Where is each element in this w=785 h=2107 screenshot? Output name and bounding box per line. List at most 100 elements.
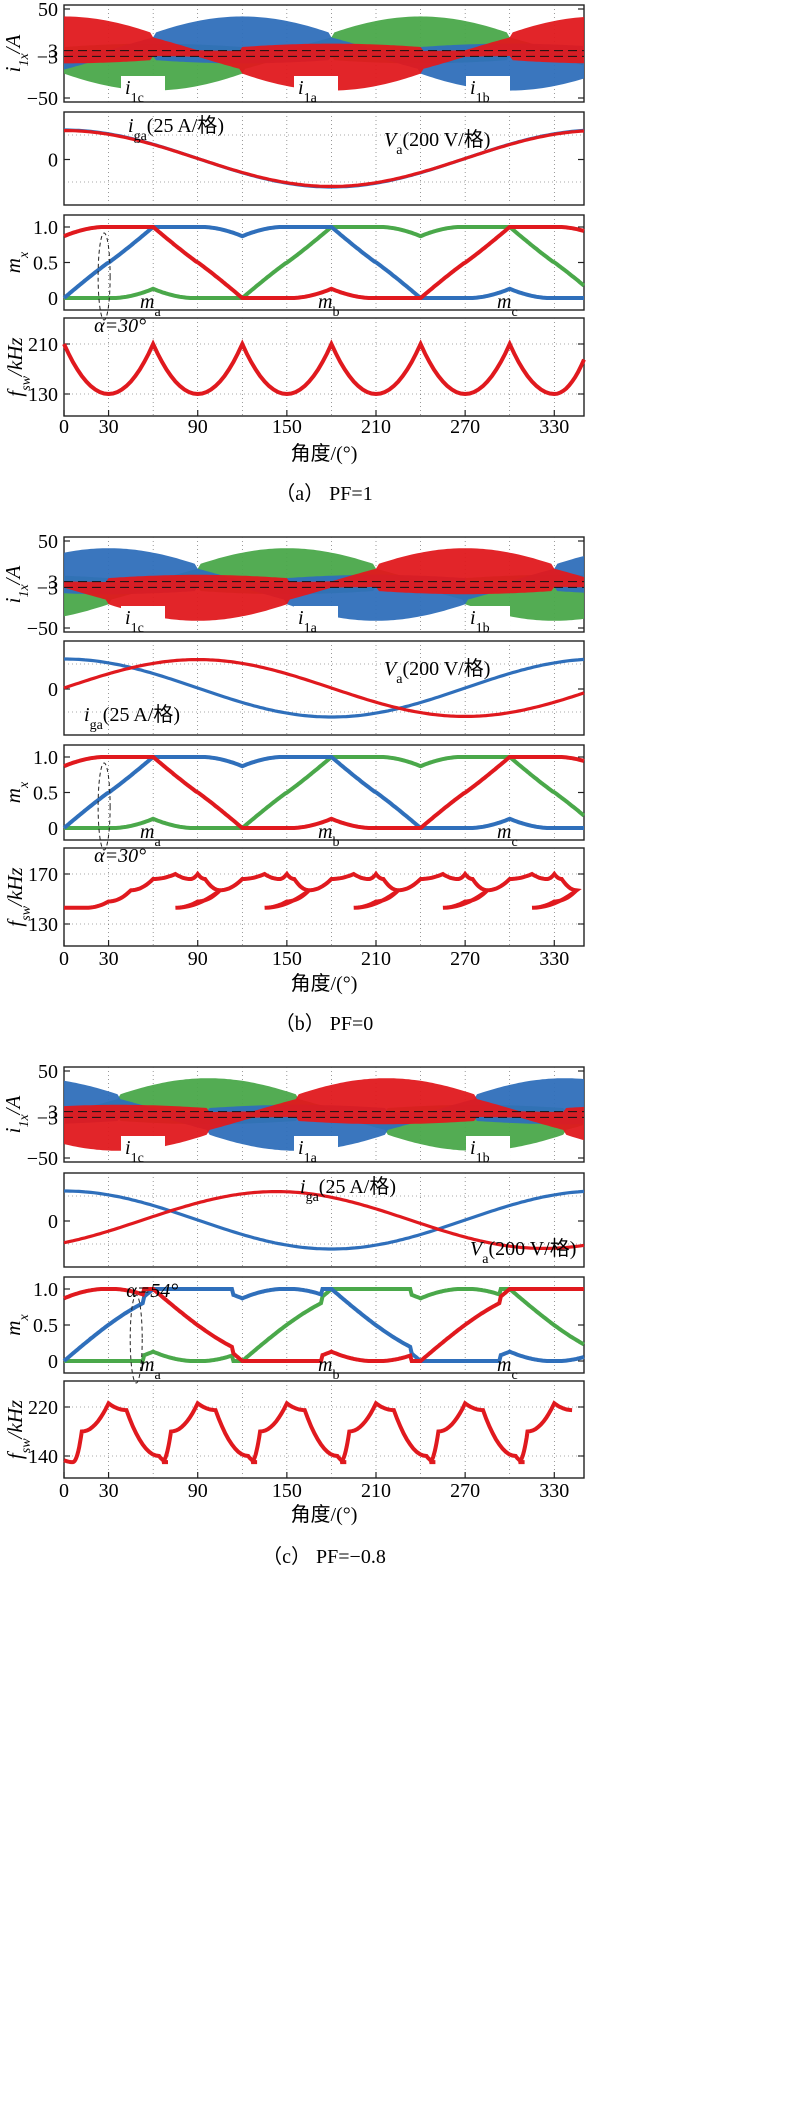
current-series-label: i1b [470,607,490,636]
fsw-panel-frame [63,317,585,417]
current-band-phase-a [64,16,584,91]
fsw-curve [63,1400,573,1465]
modulation-ytick-label: 1.0 [33,747,58,769]
waveform-current-iga [64,129,585,188]
waveform-series-label: iga(25 A/格) [128,114,224,144]
fsw-ylabel: fsw/kHz [3,867,34,926]
current-series-label: i1a [298,1137,318,1166]
figure-a: 50 3−3 −50 i1x/A i1c i1a i1b 0 iga(25 A/格) Va(200… [1,0,586,505]
fsw-ylabel: fsw/kHz [3,337,34,396]
fsw-curve [62,339,586,397]
fsw-ylabel: fsw/kHz [3,1400,34,1459]
current-ytick-label: 3 [48,41,58,63]
modulation-mc [64,755,586,830]
waveform-series-label: Va(200 V/格) [384,128,490,158]
current-series-label: i1c [125,77,144,106]
modulation-mc [64,1287,585,1363]
waveform-series-label: Va(200 V/格) [470,1237,576,1267]
modulation-series-label: mc [497,1354,518,1383]
current-ytick-label: 50 [38,0,58,21]
current-ytick-label: −3 [37,577,58,599]
modulation-series-label: mc [497,821,518,850]
x-tick-label: 330 [539,416,569,438]
fsw-ytick-label: 140 [28,1446,58,1468]
x-tick-label: 210 [361,1480,391,1502]
modulation-series-label: ma [140,291,161,320]
x-tick-label: 90 [188,416,208,438]
modulation-mb [62,225,584,300]
modulation-series-label: ma [140,1354,161,1383]
waveform-ytick-label: 0 [48,679,58,701]
current-label-bg [294,76,338,100]
modulation-series-label: mb [318,821,339,850]
fsw-panel-frame [63,1380,585,1479]
x-tick-label: 150 [272,416,302,438]
current-ylabel: i1x/A [1,34,32,72]
current-ylabel: i1x/A [1,1095,32,1133]
fsw-ytick-label: 210 [28,334,58,356]
current-series-label: i1c [125,607,144,636]
current-ytick-label: −3 [37,46,58,68]
x-tick-label: 30 [99,1480,119,1502]
modulation-series-label: mb [318,1354,339,1383]
modulation-ylabel: mx [1,251,32,273]
x-axis-label: 角度/(°) [291,1503,358,1526]
modulation-series-label: ma [140,821,161,850]
alpha-ellipse [97,232,111,321]
current-ytick-label: 3 [48,572,58,594]
current-ylabel: i1x/A [1,565,32,603]
x-tick-label: 0 [59,416,69,438]
modulation-ylabel: mx [1,781,32,803]
figure-caption: （a） PF=1 [275,482,372,505]
waveform-series-label: iga(25 A/格) [84,703,180,733]
waveform-voltage-va [64,657,585,719]
x-axis-label: 角度/(°) [291,442,358,465]
current-series-label: i1a [298,77,318,106]
modulation-ma [63,755,585,830]
modulation-ytick-label: 0.5 [33,1315,58,1337]
modulation-ytick-label: 0.5 [33,253,58,275]
modulation-mb [62,1287,585,1363]
x-tick-label: 0 [59,948,69,970]
current-series-label: i1a [298,607,318,636]
current-series-label: i1c [125,1137,144,1166]
fsw-ytick-label: 130 [28,384,58,406]
current-ytick-label: −50 [27,1148,58,1170]
current-label-bg [294,1136,338,1160]
current-ytick-label: −50 [27,88,58,110]
current-ytick-label: 50 [38,1061,58,1083]
modulation-ytick-label: 0 [48,1351,58,1373]
x-tick-label: 0 [59,1480,69,1502]
figure-b: 50 3−3 −50 i1x/A i1c i1a i1b 0 iga(25 A/格) Va(200… [1,531,586,1035]
x-tick-label: 330 [539,948,569,970]
x-tick-label: 30 [99,948,119,970]
alpha-label: α=30° [94,315,146,337]
current-ytick-label: 50 [38,531,58,553]
waveform-panel-frame [63,111,585,206]
alpha-ellipse [129,1294,143,1384]
alpha-label: α=30° [94,845,146,867]
waveform-series-label: iga(25 A/格) [300,1175,396,1205]
alpha-label: α=54° [126,1280,178,1302]
fsw-curve [64,870,582,910]
fsw-ytick-label: 220 [28,1397,58,1419]
waveform-ytick-label: 0 [48,150,58,172]
current-label-bg [294,606,338,630]
x-axis-label: 角度/(°) [291,972,358,995]
x-tick-label: 210 [361,416,391,438]
modulation-mb [62,755,584,830]
current-band-phase-a [64,548,584,621]
figure-caption: （b） PF=0 [275,1012,374,1035]
modulation-ytick-label: 0.5 [33,783,58,805]
modulation-ytick-label: 0 [48,288,58,310]
x-tick-label: 150 [272,1480,302,1502]
waveform-voltage-va [64,1189,585,1251]
x-tick-label: 30 [99,416,119,438]
fsw-panel-frame [63,847,585,947]
x-tick-label: 210 [361,948,391,970]
modulation-ylabel: mx [1,1314,32,1336]
modulation-mc [64,225,586,300]
current-series-label: i1b [470,77,490,106]
waveform-panel-frame [63,1172,585,1268]
